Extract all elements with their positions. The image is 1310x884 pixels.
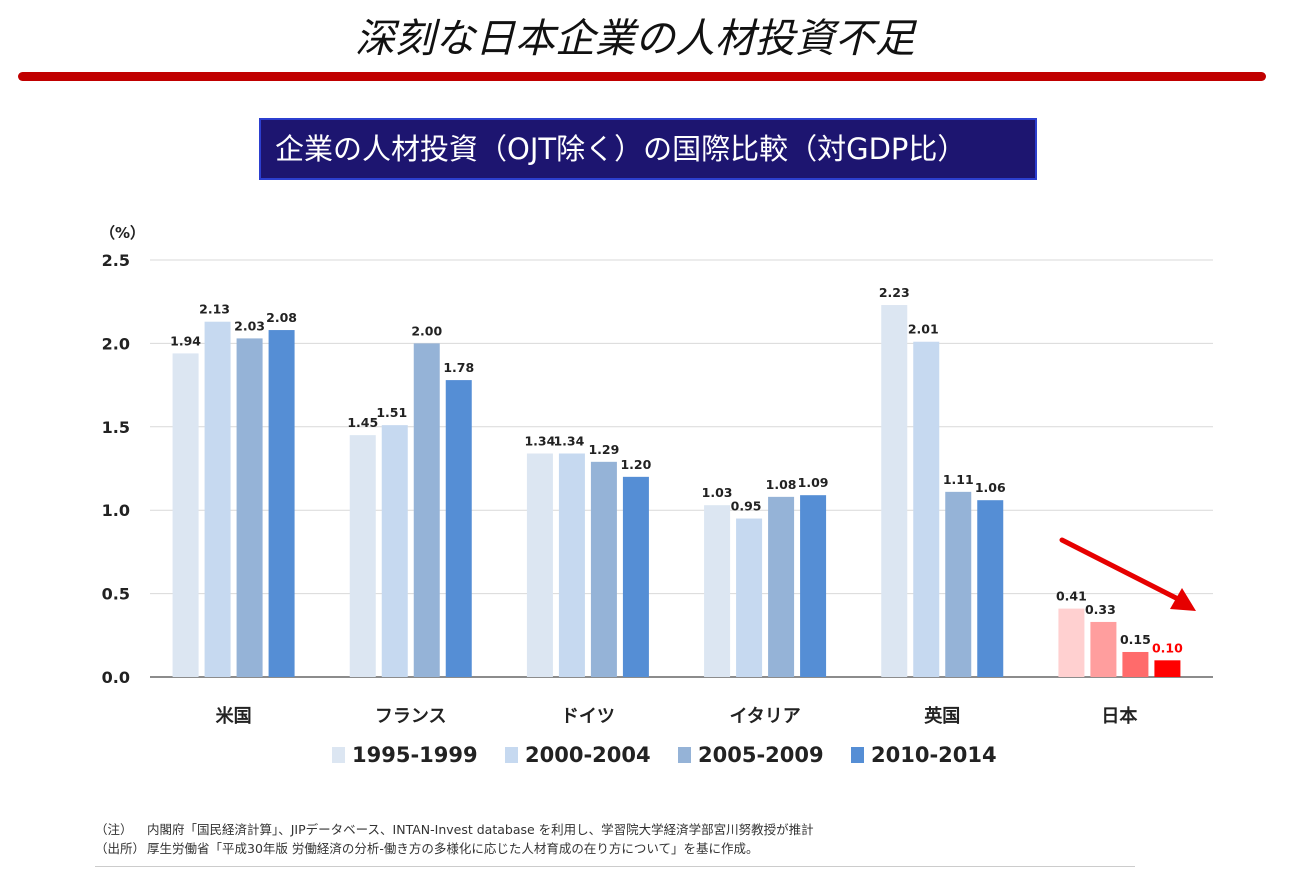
bar (445, 380, 472, 677)
y-tick-label: 2.0 (102, 334, 130, 353)
bar (236, 338, 263, 677)
bar (558, 453, 585, 677)
x-tick-label: 米国 (216, 705, 252, 727)
legend-label: 2005-2009 (698, 743, 824, 767)
x-tick-label: イタリア (729, 706, 800, 727)
legend: 1995-1999 2000-2004 2005-2009 2010-2014 (332, 743, 997, 767)
bar (736, 518, 763, 677)
legend-swatch (678, 747, 691, 763)
note-line: （注） 内閣府「国民経済計算」、JIPデータベース、INTAN-Invest da… (95, 820, 814, 839)
data-label: 0.41 (1056, 589, 1087, 604)
data-label: 1.09 (798, 475, 829, 490)
footnotes: （注） 内閣府「国民経済計算」、JIPデータベース、INTAN-Invest da… (95, 820, 814, 858)
data-label: 2.01 (908, 322, 939, 337)
data-label: 1.51 (376, 405, 407, 420)
bar (977, 500, 1004, 677)
data-label: 2.08 (266, 310, 297, 325)
data-label: 0.15 (1120, 632, 1151, 647)
y-tick-label: 0.0 (102, 668, 130, 687)
data-label: 2.23 (879, 285, 910, 300)
x-axis: 米国 フランス ドイツ イタリア 英国 日本 (216, 705, 1138, 727)
y-tick-label: 1.5 (102, 418, 130, 437)
data-label: 1.11 (943, 472, 974, 487)
trend-arrow (1059, 537, 1196, 611)
bar (1090, 621, 1117, 677)
trend-arrow-shaft (1059, 537, 1181, 602)
bar (1122, 651, 1149, 677)
note-key: （注） (95, 822, 133, 837)
footer-divider (95, 866, 1135, 867)
bar (413, 343, 440, 677)
y-tick-label: 1.0 (102, 501, 130, 520)
bar (704, 505, 731, 677)
data-label: 1.06 (975, 480, 1006, 495)
data-label: 1.34 (524, 433, 555, 448)
grid-lines (150, 259, 1213, 678)
note-text: 内閣府「国民経済計算」、JIPデータベース、INTAN-Invest datab… (147, 822, 814, 837)
data-label: 2.13 (199, 302, 230, 317)
data-label: 1.08 (766, 477, 797, 492)
data-label: 0.95 (731, 499, 762, 514)
source-line: （出所） 厚生労働省「平成30年版 労働経済の分析-働き方の多様化に応じた人材育成… (95, 839, 814, 858)
bar (204, 321, 231, 677)
page-title: 深刻な日本企業の人材投資不足 (355, 16, 915, 62)
bar (268, 330, 295, 677)
bar (526, 453, 553, 677)
data-label: 1.03 (702, 485, 733, 500)
y-axis-label: （%） (100, 224, 145, 242)
data-label: 1.78 (443, 360, 474, 375)
bar (622, 476, 649, 677)
y-tick-label: 2.5 (102, 251, 130, 270)
source-key: （出所） (95, 841, 146, 856)
bar-chart: 0.00.51.01.52.02.5（%） 1.942.132.032.081.… (100, 224, 1213, 767)
legend-swatch (851, 747, 864, 763)
bar (349, 435, 376, 677)
y-axis: 0.0 0.5 1.0 1.5 2.0 2.5 （%） (100, 224, 145, 687)
bar (172, 353, 199, 677)
source-text: 厚生労働省「平成30年版 労働経済の分析-働き方の多様化に応じた人材育成の在り方… (147, 841, 759, 856)
bar (768, 496, 795, 677)
bar (1154, 660, 1181, 677)
bar (381, 425, 408, 677)
data-label: 0.10 (1152, 640, 1183, 655)
legend-label: 2010-2014 (871, 743, 997, 767)
bar (881, 305, 908, 677)
data-label: 1.94 (170, 333, 201, 348)
bar (945, 491, 972, 677)
data-label: 1.45 (347, 415, 378, 430)
data-label: 0.33 (1085, 602, 1116, 617)
bar (800, 495, 827, 677)
trend-arrow-head (1170, 588, 1196, 611)
bar (590, 461, 617, 677)
y-tick-label: 0.5 (102, 585, 130, 604)
data-label: 2.00 (411, 323, 442, 338)
x-tick-label: ドイツ (561, 706, 615, 727)
data-labels: 1.94 2.13 2.032.08 1.451.51 2.00 1.78 1.341.34… (170, 285, 1183, 655)
legend-swatch (332, 747, 345, 763)
legend-swatch (505, 747, 518, 763)
legend-label: 1995-1999 (352, 743, 478, 767)
x-tick-label: フランス (375, 706, 447, 727)
legend-label: 2000-2004 (525, 743, 651, 767)
bar (1058, 608, 1085, 677)
x-tick-label: 英国 (923, 705, 960, 727)
data-label: 1.20 (620, 457, 651, 472)
data-label: 2.03 (234, 318, 265, 333)
chart-title-banner: 企業の人材投資（OJT除く）の国際比較（対GDP比） (259, 118, 1037, 180)
data-label: 1.34 (553, 433, 584, 448)
bars (172, 305, 1181, 677)
title-divider (18, 72, 1266, 81)
x-tick-label: 日本 (1101, 705, 1137, 727)
data-label: 1.29 (588, 442, 619, 457)
bar (913, 341, 940, 677)
